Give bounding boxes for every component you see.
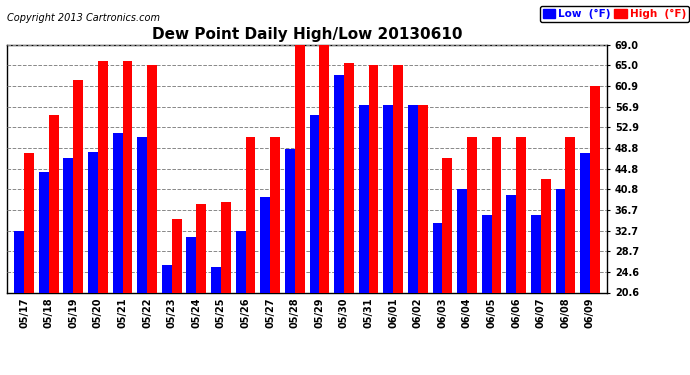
Bar [457, 189, 467, 292]
Bar [295, 45, 304, 292]
Bar [555, 189, 565, 292]
Bar [246, 136, 255, 292]
Bar [334, 75, 344, 292]
Bar [270, 136, 280, 292]
Bar [14, 231, 24, 292]
Bar [506, 195, 516, 292]
Bar [541, 179, 551, 292]
Bar [368, 65, 378, 292]
Bar [384, 105, 393, 292]
Bar [147, 65, 157, 292]
Bar [565, 136, 575, 292]
Bar [49, 114, 59, 292]
Title: Dew Point Daily High/Low 20130610: Dew Point Daily High/Low 20130610 [152, 27, 462, 42]
Bar [260, 197, 270, 292]
Bar [319, 45, 329, 292]
Bar [197, 204, 206, 292]
Bar [24, 153, 34, 292]
Bar [172, 219, 181, 292]
Bar [393, 65, 403, 292]
Bar [359, 105, 368, 292]
Bar [482, 215, 491, 292]
Bar [344, 63, 354, 292]
Bar [137, 136, 147, 292]
Bar [310, 114, 319, 292]
Bar [491, 136, 502, 292]
Bar [162, 266, 172, 292]
Bar [88, 152, 98, 292]
Bar [123, 62, 132, 292]
Bar [285, 149, 295, 292]
Bar [442, 158, 452, 292]
Bar [39, 172, 49, 292]
Bar [63, 158, 73, 292]
Bar [531, 215, 541, 292]
Bar [516, 136, 526, 292]
Bar [73, 80, 83, 292]
Bar [580, 153, 590, 292]
Bar [211, 267, 221, 292]
Legend: Low  (°F), High  (°F): Low (°F), High (°F) [540, 6, 689, 22]
Bar [98, 62, 108, 292]
Bar [433, 223, 442, 292]
Bar [590, 86, 600, 292]
Bar [112, 133, 123, 292]
Bar [236, 231, 246, 292]
Bar [467, 136, 477, 292]
Bar [408, 105, 417, 292]
Bar [417, 105, 428, 292]
Bar [186, 237, 197, 292]
Bar [221, 202, 230, 292]
Text: Copyright 2013 Cartronics.com: Copyright 2013 Cartronics.com [7, 13, 160, 23]
